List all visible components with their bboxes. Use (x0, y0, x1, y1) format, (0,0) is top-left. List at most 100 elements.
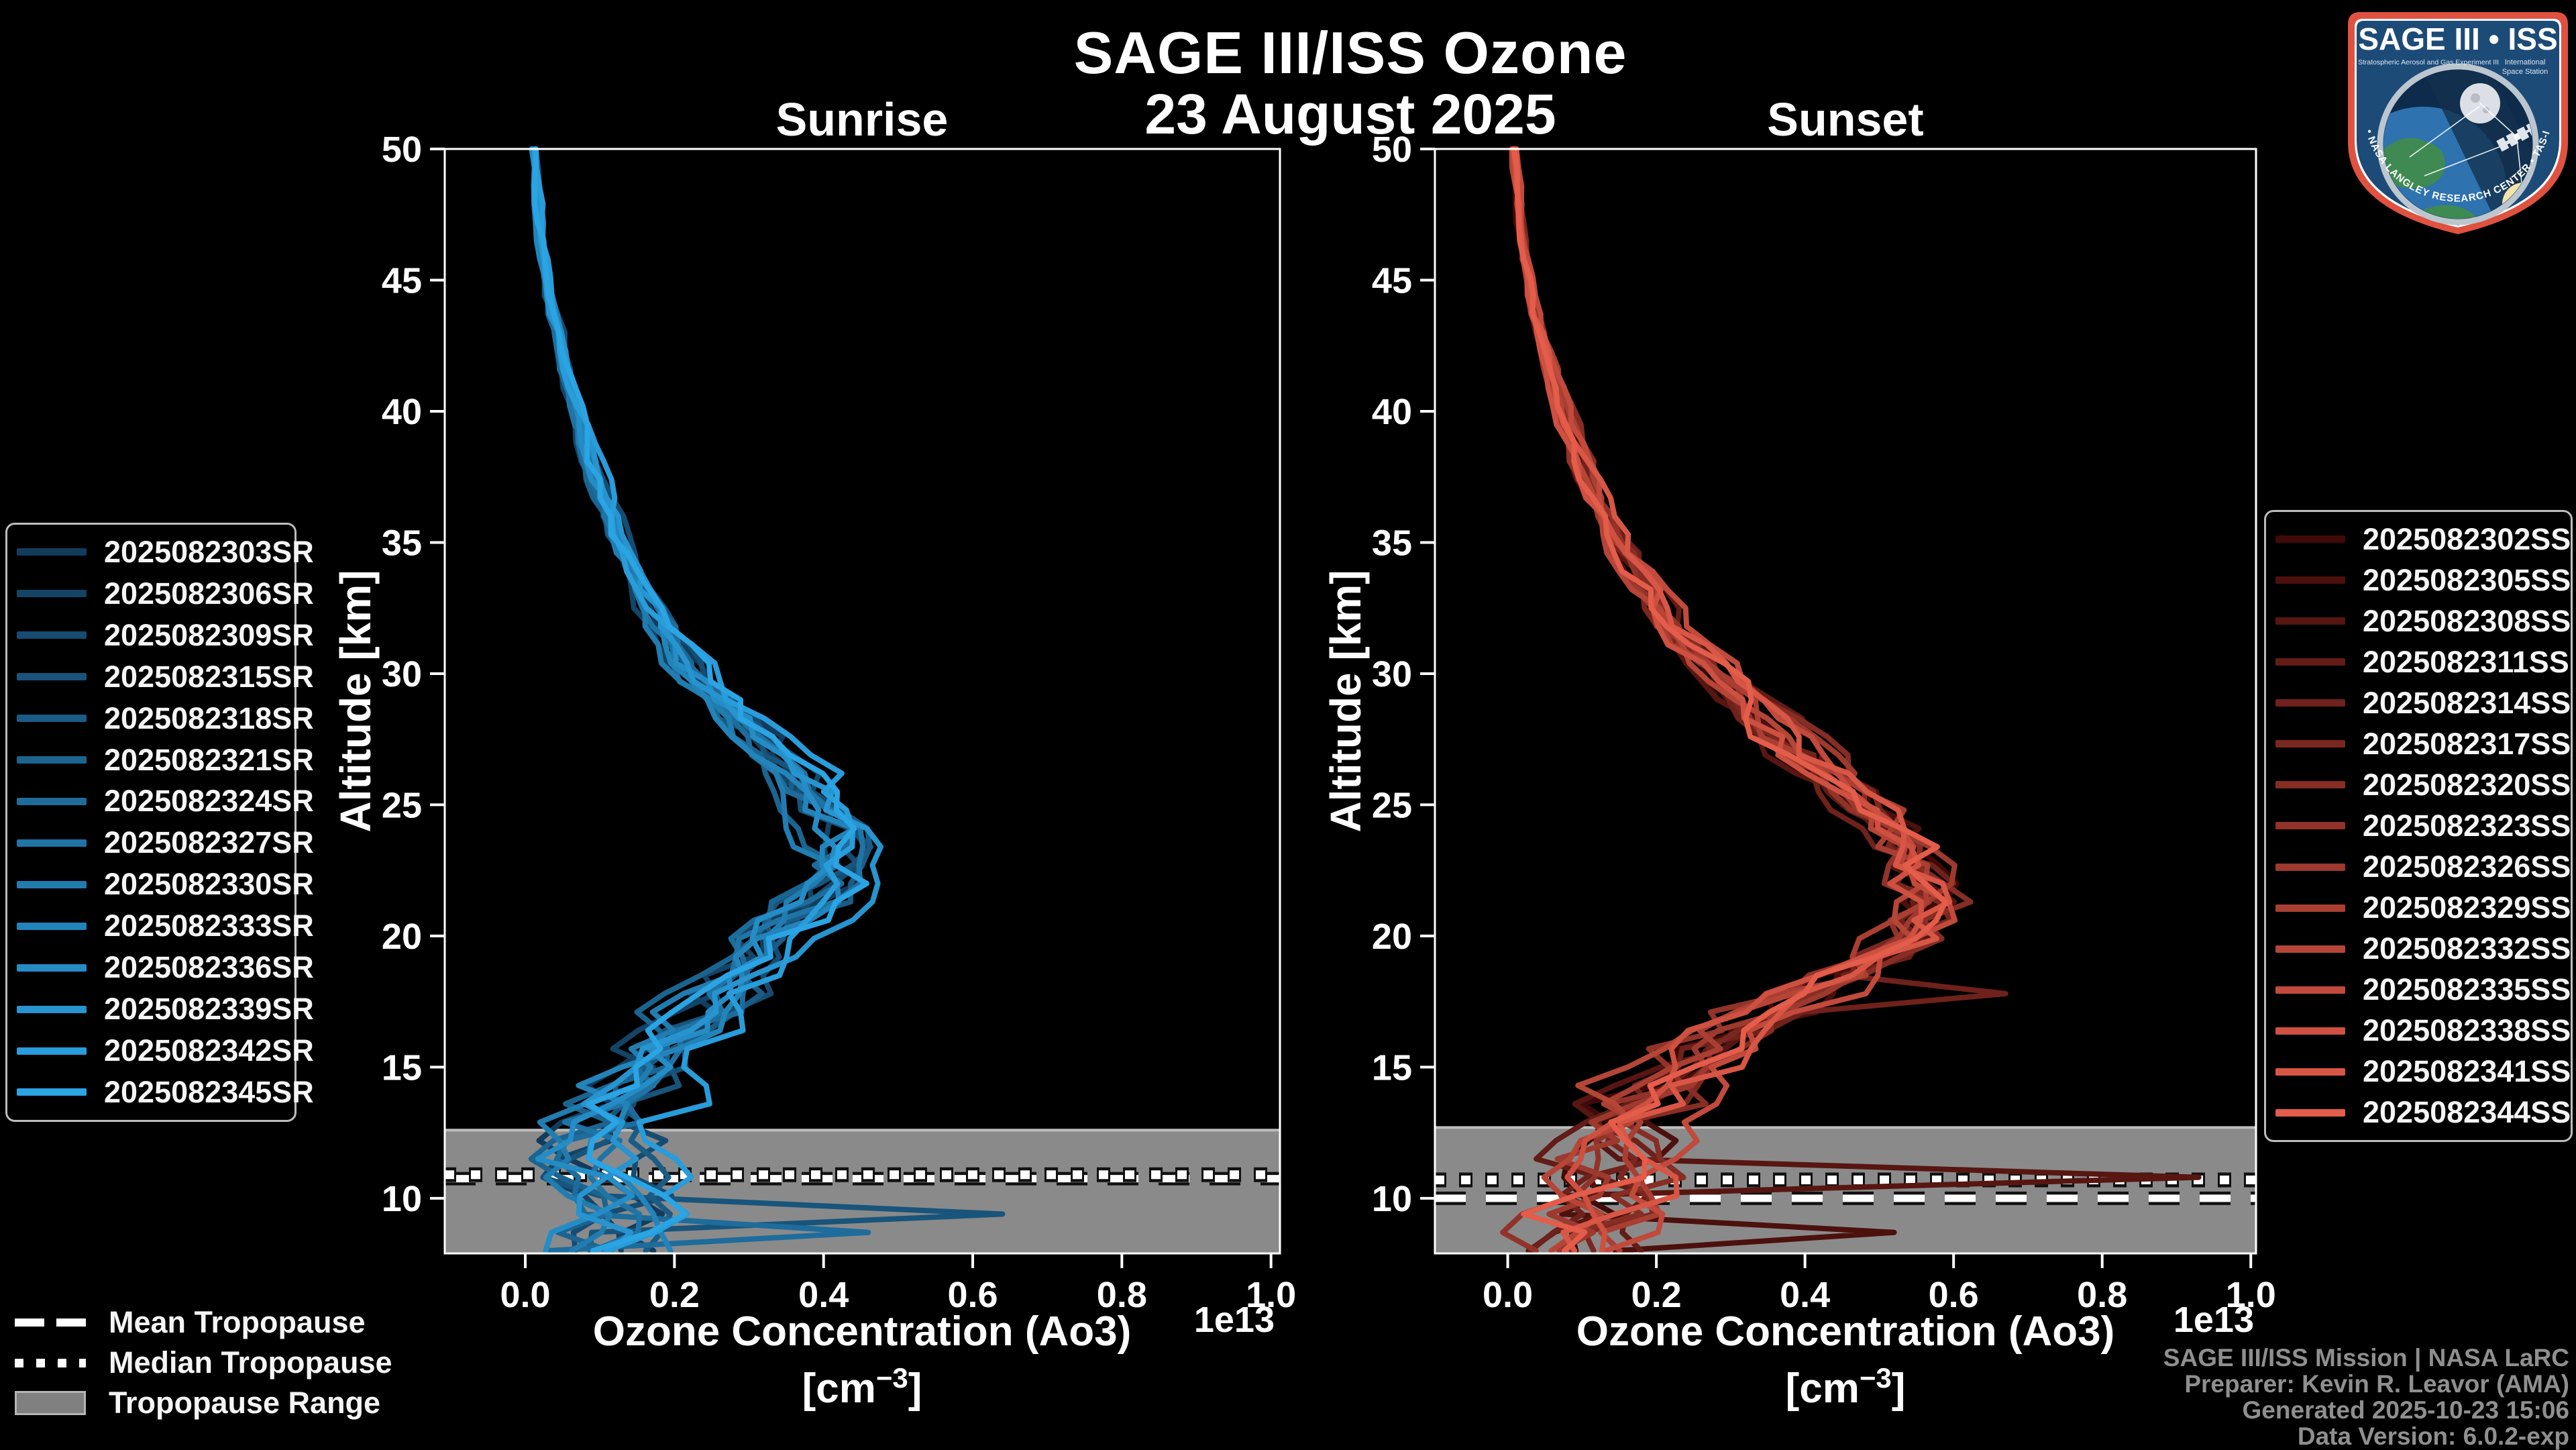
legend-item-2025082329SS: 2025082329SS (2275, 890, 2571, 925)
earth-continent (2383, 138, 2445, 189)
sunrise-offset-label: 1e13 (1194, 1300, 1275, 1340)
legend-color-swatch (17, 673, 87, 681)
x-tick-label: 0.0 (500, 1275, 551, 1315)
legend-event-id: 2025082308SS (2363, 603, 2571, 638)
sunrise-xaxis-unit: [cm−3] (802, 1362, 922, 1412)
legend-item-2025082315SR: 2025082315SR (17, 660, 314, 694)
mean-tropopause-label: Mean Tropopause (109, 1305, 366, 1339)
median-tropopause-label: Median Tropopause (109, 1345, 392, 1380)
ozone-profile-curve-2025082344SS (1511, 146, 1948, 1254)
legend-item-2025082332SS: 2025082332SS (2275, 931, 2571, 966)
legend-item-2025082345SR: 2025082345SR (17, 1075, 314, 1110)
legend-item-2025082333SR: 2025082333SR (17, 909, 314, 943)
legend-item-2025082302SS: 2025082302SS (2275, 522, 2571, 557)
sunrise-panel-title: Sunrise (776, 93, 949, 146)
dotted-line-swatch (15, 1358, 86, 1367)
x-tick-label: 0.4 (1780, 1275, 1830, 1315)
logo-subtitle-left: Stratospheric Aerosol and Gas Experiment… (2358, 58, 2499, 66)
x-tick-label: 0.6 (947, 1275, 998, 1315)
legend-item-2025082320SS: 2025082320SS (2275, 768, 2571, 802)
y-tick-label: 30 (1372, 654, 1412, 694)
x-tick-label: 0.8 (1097, 1275, 1147, 1315)
legend-event-id: 2025082326SS (2363, 849, 2571, 884)
legend-color-swatch (2275, 863, 2345, 871)
y-tick-label: 15 (382, 1047, 422, 1088)
y-tick-label: 40 (1372, 392, 1412, 432)
legend-color-swatch (17, 797, 87, 805)
legend-event-id: 2025082303SR (104, 534, 314, 569)
legend-item-2025082317SS: 2025082317SS (2275, 727, 2571, 762)
median-tropopause-legend-item: Median Tropopause (15, 1345, 392, 1380)
legend-color-swatch (17, 1047, 87, 1055)
legend-color-swatch (2275, 740, 2345, 748)
legend-item-2025082309SR: 2025082309SR (17, 618, 314, 653)
legend-event-id: 2025082336SR (104, 950, 314, 985)
x-tick-label: 0.6 (1929, 1275, 1979, 1315)
sunset-xaxis-unit: [cm−3] (1786, 1362, 1906, 1412)
legend-event-id: 2025082344SS (2363, 1095, 2571, 1130)
ozone-profile-curve-2025082345SR (531, 146, 869, 1254)
y-tick-label: 35 (382, 523, 422, 563)
legend-event-id: 2025082332SS (2363, 931, 2571, 966)
y-tick-label: 50 (1372, 130, 1412, 170)
legend-color-swatch (17, 548, 87, 556)
legend-color-swatch (17, 839, 87, 847)
attribution-preparer: Preparer: Kevin R. Leavor (AMA) (2184, 1370, 2569, 1398)
y-tick-label: 25 (382, 785, 422, 825)
ozone-profile-curve-2025082308SS (1512, 146, 2202, 1254)
sunset-yaxis-label: Altitude [km] (1322, 570, 1370, 832)
logo-subtitle-right-1: International (2505, 58, 2546, 66)
sunrise-yaxis-label: Altitude [km] (331, 570, 380, 832)
tropopause-legend: Mean Tropopause Median Tropopause Tropop… (15, 1305, 392, 1420)
legend-color-swatch (17, 922, 87, 930)
legend-event-id: 2025082324SR (104, 784, 314, 819)
legend-color-swatch (2275, 535, 2345, 543)
legend-event-id: 2025082327SR (104, 825, 314, 860)
figure-title: SAGE III/ISS Ozone (1073, 19, 1627, 86)
legend-event-id: 2025082329SS (2363, 890, 2571, 925)
sunset-panel-title: Sunset (1767, 93, 1923, 146)
legend-event-id: 2025082335SS (2363, 972, 2571, 1007)
legend-item-2025082330SR: 2025082330SR (17, 867, 314, 902)
legend-color-swatch (2275, 658, 2345, 666)
legend-event-id: 2025082317SS (2363, 726, 2571, 761)
legend-event-id: 2025082311SS (2363, 644, 2569, 679)
y-tick-label: 20 (1372, 917, 1412, 957)
figure-date: 23 August 2025 (1144, 83, 1556, 146)
legend-item-2025082326SS: 2025082326SS (2275, 849, 2571, 884)
legend-color-swatch (2275, 781, 2345, 789)
earth-continent-2 (2414, 205, 2479, 219)
legend-color-swatch (17, 756, 87, 764)
legend-event-id: 2025082315SR (104, 659, 314, 694)
y-tick-label: 35 (1372, 523, 1412, 563)
legend-color-swatch (17, 590, 87, 598)
legend-item-2025082342SR: 2025082342SR (17, 1033, 314, 1068)
legend-item-2025082341SS: 2025082341SS (2275, 1054, 2571, 1089)
y-tick-label: 10 (1372, 1179, 1412, 1219)
legend-event-id: 2025082314SS (2363, 685, 2571, 720)
legend-item-2025082324SR: 2025082324SR (17, 784, 314, 819)
legend-color-swatch (2275, 617, 2345, 625)
legend-event-id: 2025082345SR (104, 1074, 314, 1109)
legend-item-2025082318SR: 2025082318SR (17, 701, 314, 736)
x-tick-label: 1.0 (1246, 1275, 1296, 1315)
legend-color-swatch (2275, 1027, 2345, 1035)
sunrise-event-legend: 2025082303SR 2025082306SR 2025082309SR 2025… (5, 523, 314, 1122)
legend-item-2025082303SR: 2025082303SR (17, 535, 314, 570)
legend-item-2025082338SS: 2025082338SS (2275, 1013, 2571, 1048)
sunset-event-legend: 2025082302SS 2025082305SS 2025082308SS 2025… (2264, 510, 2573, 1142)
legend-color-swatch (17, 631, 87, 639)
legend-color-swatch (2275, 822, 2345, 830)
logo-title: SAGE III • ISS (2358, 21, 2557, 56)
legend-event-id: 2025082320SS (2363, 767, 2571, 802)
legend-color-swatch (2275, 945, 2345, 953)
y-tick-label: 15 (1372, 1047, 1412, 1088)
legend-event-id: 2025082321SR (104, 742, 314, 777)
ozone-profile-curve-2025082333SR (529, 146, 857, 1254)
legend-color-swatch (2275, 1068, 2345, 1076)
x-tick-label: 0.2 (649, 1275, 700, 1315)
mean-tropopause-legend-item: Mean Tropopause (15, 1305, 392, 1339)
legend-color-swatch (17, 715, 87, 723)
attribution-block: SAGE III/ISS Mission | NASA LaRC Prepare… (2163, 1345, 2569, 1449)
legend-color-swatch (2275, 904, 2345, 912)
